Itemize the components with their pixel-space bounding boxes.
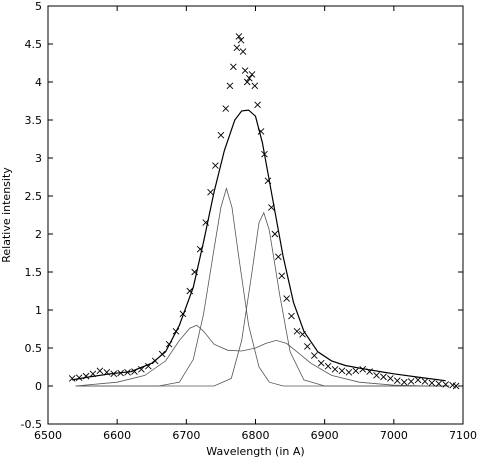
data-point-marker	[380, 373, 387, 381]
data-point-marker	[452, 382, 460, 390]
data-point-marker	[68, 375, 76, 382]
data-point-marker	[352, 367, 360, 375]
data-point-marker	[103, 369, 111, 376]
data-point-marker	[283, 295, 290, 302]
data-point-marker	[331, 365, 339, 373]
data-point-marker	[428, 379, 436, 387]
data-point-marker	[202, 219, 210, 226]
fit-curve-total	[72, 109, 446, 382]
data-point-marker	[299, 331, 306, 338]
data-point-marker	[89, 370, 97, 378]
data-point-marker	[151, 357, 159, 365]
data-point-marker	[196, 245, 204, 253]
data-point-marker	[271, 230, 279, 238]
data-point-marker	[241, 67, 249, 74]
data-point-marker	[235, 33, 243, 40]
data-point-marker	[414, 376, 422, 384]
data-point-marker	[75, 374, 83, 381]
x-tick-label: 7000	[380, 429, 408, 442]
data-point-marker	[359, 365, 367, 373]
data-point-marker	[207, 188, 214, 196]
axis-ticks: 6500 6600 6700 6800 6900 7000 7100 -0.5 0 0.5 1 1.5…	[21, 0, 477, 442]
data-point-marker	[124, 369, 131, 376]
data-point-marker	[442, 381, 450, 388]
plot-area	[68, 33, 460, 390]
y-tick-label: 0	[35, 380, 42, 393]
data-point-marker	[310, 352, 318, 359]
data-point-marker	[212, 162, 219, 169]
data-point-marker	[254, 101, 261, 109]
x-tick-label: 7100	[449, 429, 477, 442]
data-point-marker	[345, 369, 353, 376]
x-axis-title: Wavelength (in A)	[206, 445, 304, 458]
data-point-marker	[165, 340, 173, 348]
data-point-marker	[400, 378, 408, 386]
y-tick-label: 1	[35, 304, 42, 317]
data-point-marker	[237, 36, 245, 44]
y-tick-label: 0.5	[25, 342, 43, 355]
data-point-marker	[226, 82, 234, 90]
data-point-marker	[257, 128, 265, 135]
data-point-marker	[251, 82, 259, 90]
x-tick-label: 6600	[103, 429, 131, 442]
data-point-marker	[373, 372, 380, 379]
x-tick-label: 6700	[172, 429, 200, 442]
data-point-marker	[288, 312, 295, 320]
data-point-marker	[393, 377, 401, 384]
x-tick-label: 6800	[242, 429, 270, 442]
data-point-marker	[117, 369, 124, 377]
data-point-marker	[366, 368, 373, 375]
y-tick-label: 3.5	[25, 114, 43, 127]
fit-component-curve-1	[75, 324, 450, 387]
data-point-marker	[317, 359, 325, 367]
y-tick-label: 3	[35, 152, 42, 165]
data-point-marker	[275, 253, 282, 261]
data-point-marker	[324, 362, 332, 370]
data-point-marker	[407, 378, 415, 385]
data-point-marker	[248, 71, 256, 78]
data-point-marker	[243, 78, 251, 86]
data-point-marker	[186, 287, 194, 295]
y-tick-label: 1.5	[25, 266, 43, 279]
data-point-marker	[172, 327, 180, 335]
y-tick-label: 4	[35, 76, 42, 89]
y-tick-label: 4.5	[25, 38, 43, 51]
data-point-marker	[158, 350, 166, 358]
y-axis-title: Relative intensity	[0, 167, 13, 263]
data-point-marker	[239, 48, 247, 55]
x-tick-label: 6900	[311, 429, 339, 442]
data-point-marker	[233, 44, 241, 52]
data-point-marker	[138, 365, 145, 373]
y-tick-label: 5	[35, 0, 42, 13]
data-point-marker	[131, 368, 138, 375]
data-point-marker	[222, 105, 230, 112]
fit-component-curve-2	[75, 186, 450, 387]
y-tick-label: 2	[35, 228, 42, 241]
data-point-marker	[110, 370, 118, 378]
data-point-marker	[82, 372, 90, 380]
data-point-marker	[96, 367, 104, 375]
y-tick-label: -0.5	[21, 418, 42, 431]
data-point-marker	[179, 310, 187, 318]
data-point-marker	[264, 177, 272, 185]
data-point-marker	[278, 272, 286, 280]
data-point-marker	[217, 131, 225, 139]
data-point-marker	[144, 362, 152, 370]
data-point-marker	[268, 204, 275, 211]
data-point-marker	[261, 150, 268, 158]
data-point-marker	[191, 268, 198, 276]
data-point-marker	[387, 375, 394, 382]
data-point-marker	[245, 74, 253, 82]
x-tick-label: 6500	[34, 429, 62, 442]
data-point-marker	[293, 327, 301, 335]
data-point-marker	[421, 378, 429, 385]
data-point-marker	[338, 367, 346, 375]
fit-component-curve-3	[75, 211, 450, 387]
data-point-marker	[435, 380, 443, 388]
data-point-marker	[304, 343, 311, 350]
y-tick-label: 2.5	[25, 190, 43, 203]
data-point-marker	[230, 63, 237, 71]
plot-frame	[47, 5, 464, 425]
